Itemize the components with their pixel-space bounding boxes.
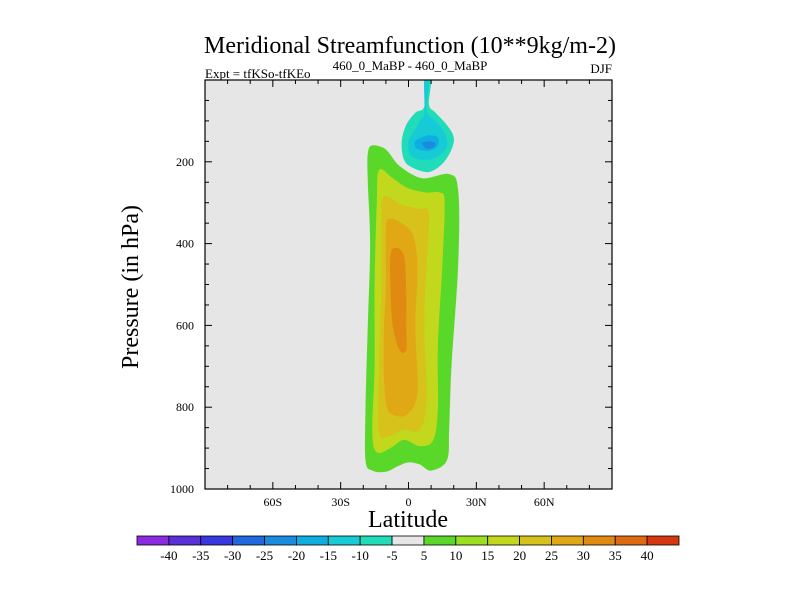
colorbar-swatch [136, 535, 170, 546]
colorbar-label: -5 [387, 548, 398, 563]
colorbar-swatch [168, 535, 202, 546]
colorbar-label: 30 [577, 548, 590, 563]
x-tick-label: 60N [534, 495, 555, 509]
colorbar-swatch [232, 535, 265, 546]
colorbar-swatch [614, 535, 648, 546]
y-tick-label: 400 [176, 237, 194, 251]
colorbar-label: 40 [641, 548, 654, 563]
colorbar-swatch [391, 535, 425, 546]
colorbar-swatch [200, 535, 234, 546]
contour-positive-25 [389, 247, 407, 353]
colorbar-swatch [359, 535, 393, 546]
y-tick-label: 200 [176, 155, 194, 169]
colorbar-label: -15 [320, 548, 337, 563]
colorbar-label: -20 [288, 548, 305, 563]
colorbar-swatch [551, 535, 584, 546]
colorbar-swatch [455, 535, 489, 546]
x-axis: 60S 30S 0 30N 60N [227, 80, 590, 509]
colorbar-label: -40 [160, 548, 177, 563]
colorbar-swatch [582, 535, 616, 546]
subtitle-left: Expt = tfKSo-tfKEo [205, 66, 311, 81]
x-axis-label: Latitude [368, 507, 448, 533]
y-tick-label: 600 [176, 318, 194, 332]
subtitle-right: DJF [590, 61, 612, 76]
colorbar-label: -30 [224, 548, 241, 563]
colorbar-swatch [646, 535, 680, 546]
y-tick-label: 800 [176, 400, 194, 414]
colorbar-label: -10 [352, 548, 369, 563]
x-tick-label: 60S [263, 495, 282, 509]
colorbar-label: -25 [256, 548, 273, 563]
colorbar-label: -35 [192, 548, 209, 563]
colorbar-swatch [487, 535, 520, 546]
colorbar-label: 20 [513, 548, 526, 563]
colorbar-swatch [519, 535, 552, 546]
colorbar-label: 35 [609, 548, 622, 563]
colorbar-swatch [423, 535, 457, 546]
colorbar-swatch [264, 535, 297, 546]
colorbar-label: 10 [449, 548, 462, 563]
x-tick-label: 30S [331, 495, 350, 509]
x-tick-label: 0 [406, 495, 412, 509]
colorbar-label: 5 [421, 548, 428, 563]
colorbar-swatch [296, 535, 329, 546]
subtitle-center: 460_0_MaBP - 460_0_MaBP [333, 58, 488, 73]
contour-negative-20 [422, 141, 436, 149]
chart-title: Meridional Streamfunction (10**9kg/m-2) [204, 33, 616, 59]
x-tick-label: 30N [466, 495, 487, 509]
y-axis: 200 400 600 800 1000 [170, 99, 612, 496]
contour-fill-layer [364, 80, 460, 473]
colorbar-label: 25 [545, 548, 558, 563]
colorbar-label: 15 [481, 548, 494, 563]
colorbar: -40 -35 -30 -25 -20 -15 -10 -5 5 10 15 20 25 30 35 40 [136, 535, 680, 563]
y-tick-label: 1000 [170, 482, 194, 496]
colorbar-swatch [327, 535, 361, 546]
y-axis-label: Pressure (in hPa) [118, 205, 144, 369]
